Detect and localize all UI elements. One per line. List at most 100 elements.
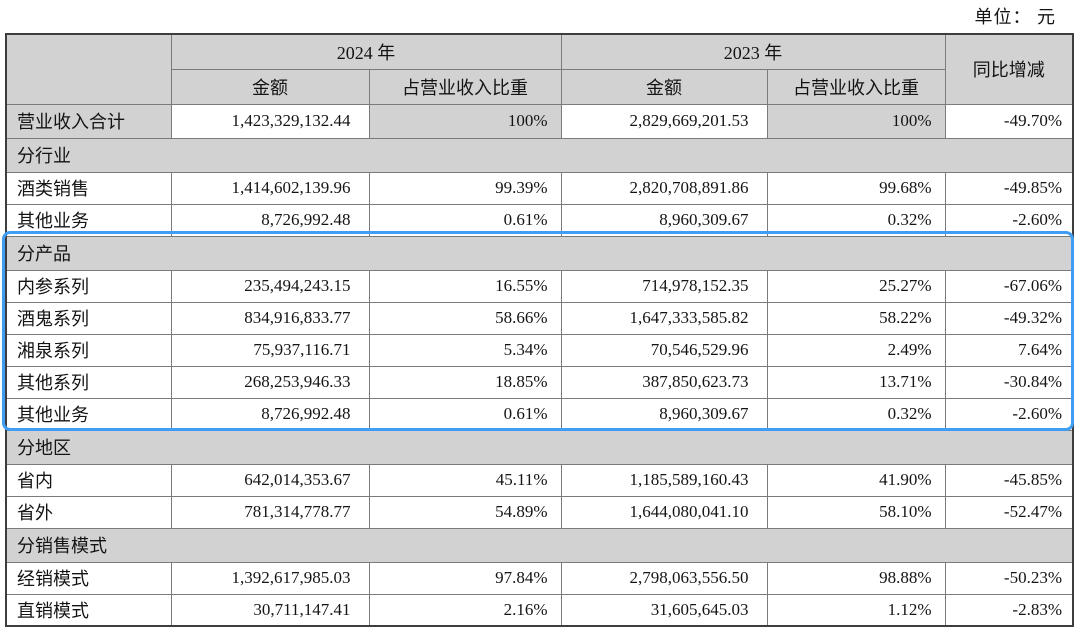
amount-2023: 70,546,529.96 — [560, 333, 768, 367]
ratio-2024: 16.55% — [368, 269, 562, 303]
table-row: 湘泉系列 75,937,116.71 5.34% 70,546,529.96 2.49%… — [5, 333, 1074, 367]
table-row: 其他业务 8,726,992.48 0.61% 8,960,309.67 0.32% -2… — [5, 203, 1074, 237]
amount-2024: 834,916,833.77 — [170, 301, 370, 335]
amount-2023: 8,960,309.67 — [560, 203, 768, 237]
amount-2023: 1,647,333,585.82 — [560, 301, 768, 335]
section-label: 分销售模式 — [5, 527, 1074, 563]
yoy-change: -49.85% — [944, 171, 1074, 205]
amount-2023: 2,820,708,891.86 — [560, 171, 768, 205]
row-label: 营业收入合计 — [5, 103, 172, 139]
amount-2023: 31,605,645.03 — [560, 593, 768, 627]
section-row: 分地区 — [5, 429, 1074, 465]
corner-cell — [5, 33, 172, 105]
amount-2023-header: 金额 — [560, 68, 768, 105]
row-label: 酒鬼系列 — [5, 301, 172, 335]
ratio-2023: 58.22% — [766, 301, 946, 335]
amount-2024: 642,014,353.67 — [170, 463, 370, 497]
ratio-2023: 58.10% — [766, 495, 946, 529]
table-row: 经销模式 1,392,617,985.03 97.84% 2,798,063,556.… — [5, 561, 1074, 595]
ratio-2024: 100% — [368, 103, 562, 139]
ratio-2024-header: 占营业收入比重 — [368, 68, 562, 105]
row-label: 其他业务 — [5, 397, 172, 431]
ratio-2023: 98.88% — [766, 561, 946, 595]
yoy-change: -67.06% — [944, 269, 1074, 303]
section-row: 分产品 — [5, 235, 1074, 271]
yoy-change: -50.23% — [944, 561, 1074, 595]
amount-2024: 268,253,946.33 — [170, 365, 370, 399]
ratio-2024: 45.11% — [368, 463, 562, 497]
unit-label: 单位： 元 — [974, 7, 1056, 27]
ratio-2023: 13.71% — [766, 365, 946, 399]
amount-2024: 1,423,329,132.44 — [170, 103, 370, 139]
table-row: 酒鬼系列 834,916,833.77 58.66% 1,647,333,585.82… — [5, 301, 1074, 335]
amount-2024: 1,414,602,139.96 — [170, 171, 370, 205]
table-row: 省外 781,314,778.77 54.89% 1,644,080,041.10 58… — [5, 495, 1074, 529]
ratio-2024: 5.34% — [368, 333, 562, 367]
amount-2024: 1,392,617,985.03 — [170, 561, 370, 595]
ratio-2023: 0.32% — [766, 203, 946, 237]
section-label: 分产品 — [5, 235, 1074, 271]
ratio-2024: 58.66% — [368, 301, 562, 335]
amount-2024-header: 金额 — [170, 68, 370, 105]
yoy-change: -30.84% — [944, 365, 1074, 399]
header-row-metrics: 金额 占营业收入比重 金额 占营业收入比重 — [6, 68, 1073, 105]
yoy-change: -52.47% — [944, 495, 1074, 529]
row-label: 内参系列 — [5, 269, 172, 303]
table-body: 营业收入合计 1,423,329,132.44 100% 2,829,669,201.… — [5, 103, 1074, 627]
ratio-2024: 54.89% — [368, 495, 562, 529]
section-label: 分行业 — [5, 137, 1074, 173]
ratio-2023: 25.27% — [766, 269, 946, 303]
table-row: 其他系列 268,253,946.33 18.85% 387,850,623.73 13… — [5, 365, 1074, 399]
table-row: 营业收入合计 1,423,329,132.44 100% 2,829,669,201.… — [5, 103, 1074, 139]
amount-2024: 235,494,243.15 — [170, 269, 370, 303]
ratio-2023: 1.12% — [766, 593, 946, 627]
amount-2023: 1,185,589,160.43 — [560, 463, 768, 497]
year-2023-header: 2023 年 — [560, 33, 946, 70]
yoy-change: 7.64% — [944, 333, 1074, 367]
ratio-2023: 99.68% — [766, 171, 946, 205]
table-row: 酒类销售 1,414,602,139.96 99.39% 2,820,708,891.… — [5, 171, 1074, 205]
amount-2024: 8,726,992.48 — [170, 203, 370, 237]
ratio-2024: 18.85% — [368, 365, 562, 399]
amount-2023: 8,960,309.67 — [560, 397, 768, 431]
row-label: 其他业务 — [5, 203, 172, 237]
ratio-2023: 0.32% — [766, 397, 946, 431]
amount-2023: 1,644,080,041.10 — [560, 495, 768, 529]
ratio-2023: 2.49% — [766, 333, 946, 367]
yoy-change: -2.60% — [944, 203, 1074, 237]
amount-2023: 387,850,623.73 — [560, 365, 768, 399]
ratio-2024: 0.61% — [368, 397, 562, 431]
yoy-change: -45.85% — [944, 463, 1074, 497]
table-row: 直销模式 30,711,147.41 2.16% 31,605,645.03 1.12%… — [5, 593, 1074, 627]
amount-2024: 75,937,116.71 — [170, 333, 370, 367]
table-header: 2024 年 2023 年 同比增减 金额 占营业收入比重 金额 占营业收入比重 — [5, 33, 1074, 105]
row-label: 湘泉系列 — [5, 333, 172, 367]
amount-2024: 781,314,778.77 — [170, 495, 370, 529]
row-label: 其他系列 — [5, 365, 172, 399]
amount-2024: 30,711,147.41 — [170, 593, 370, 627]
amount-2023: 2,798,063,556.50 — [560, 561, 768, 595]
row-label: 省内 — [5, 463, 172, 497]
table-row: 省内 642,014,353.67 45.11% 1,185,589,160.43 41… — [5, 463, 1074, 497]
ratio-2024: 99.39% — [368, 171, 562, 205]
yoy-change: -2.83% — [944, 593, 1074, 627]
row-label: 经销模式 — [5, 561, 172, 595]
amount-2023: 2,829,669,201.53 — [560, 103, 768, 139]
yoy-change: -2.60% — [944, 397, 1074, 431]
ratio-2024: 2.16% — [368, 593, 562, 627]
row-label: 直销模式 — [5, 593, 172, 627]
header-row-years: 2024 年 2023 年 同比增减 — [5, 33, 1074, 105]
table-row: 其他业务 8,726,992.48 0.61% 8,960,309.67 0.32% -2… — [5, 397, 1074, 431]
section-row: 分销售模式 — [5, 527, 1074, 563]
yoy-change: -49.70% — [944, 103, 1074, 139]
ratio-2023-header: 占营业收入比重 — [766, 68, 946, 105]
table-row: 内参系列 235,494,243.15 16.55% 714,978,152.35 25… — [5, 269, 1074, 303]
section-row: 分行业 — [5, 137, 1074, 173]
ratio-2024: 0.61% — [368, 203, 562, 237]
year-2024-header: 2024 年 — [170, 33, 562, 70]
yoy-header: 同比增减 — [944, 33, 1074, 105]
amount-2023: 714,978,152.35 — [560, 269, 768, 303]
row-label: 酒类销售 — [5, 171, 172, 205]
row-label: 省外 — [5, 495, 172, 529]
